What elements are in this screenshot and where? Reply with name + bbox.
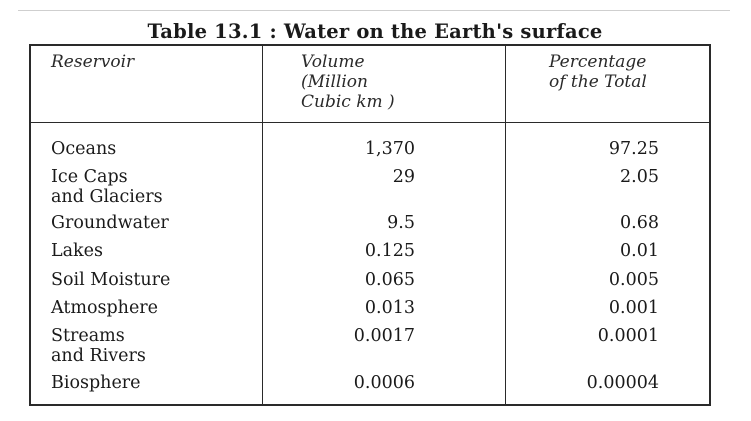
header-volume: Volume (Million Cubic km ) <box>301 52 395 112</box>
row-ice-caps-reservoir: Ice Caps and Glaciers <box>51 167 163 207</box>
row-atmosphere-percentage: 0.001 <box>608 298 659 318</box>
row-soil-moisture-reservoir: Soil Moisture <box>51 270 171 290</box>
row-oceans-volume: 1,370 <box>364 139 415 159</box>
row-atmosphere-volume: 0.013 <box>364 298 415 318</box>
table-caption: Table 13.1 : Water on the Earth's surfac… <box>147 20 603 43</box>
row-soil-moisture-percentage: 0.005 <box>608 270 659 290</box>
row-streams-rivers-volume: 0.0017 <box>353 326 415 346</box>
row-atmosphere-reservoir: Atmosphere <box>51 298 159 318</box>
row-streams-rivers-reservoir: Streams and Rivers <box>51 326 146 366</box>
row-biosphere-reservoir: Biosphere <box>51 373 141 393</box>
header-percentage: Percentage of the Total <box>549 52 647 92</box>
column-divider-2 <box>505 46 506 404</box>
row-oceans-reservoir: Oceans <box>51 139 117 159</box>
row-biosphere-volume: 0.0006 <box>353 373 415 393</box>
row-ice-caps-percentage: 2.05 <box>620 167 659 187</box>
header-reservoir: Reservoir <box>51 52 135 72</box>
column-divider-1 <box>262 46 263 404</box>
row-biosphere-percentage: 0.00004 <box>586 373 659 393</box>
row-streams-rivers-percentage: 0.0001 <box>597 326 659 346</box>
row-lakes-reservoir: Lakes <box>51 241 103 261</box>
row-oceans-percentage: 97.25 <box>608 139 659 159</box>
row-ice-caps-volume: 29 <box>392 167 415 187</box>
row-groundwater-volume: 9.5 <box>387 213 415 233</box>
row-soil-moisture-volume: 0.065 <box>364 270 415 290</box>
water-reservoir-table: Reservoir Volume (Million Cubic km ) Per… <box>29 44 711 406</box>
row-lakes-percentage: 0.01 <box>620 241 659 261</box>
row-groundwater-reservoir: Groundwater <box>51 213 169 233</box>
header-divider <box>31 122 709 123</box>
top-divider <box>18 10 730 11</box>
row-lakes-volume: 0.125 <box>364 241 415 261</box>
row-groundwater-percentage: 0.68 <box>620 213 659 233</box>
